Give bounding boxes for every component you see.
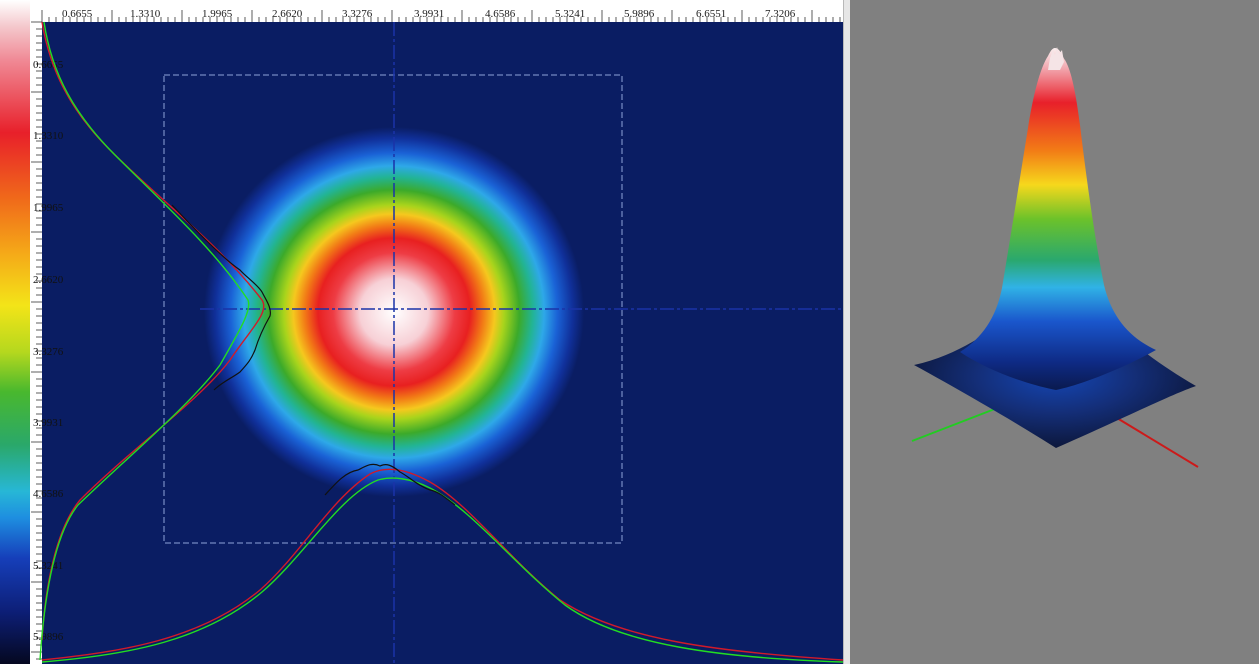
colorbar-label: 1.9965 (33, 202, 64, 214)
top-ruler-label: 6.6551 (696, 8, 726, 20)
colorbar-label: 3.9931 (33, 417, 63, 429)
beam-intensity-image[interactable] (42, 22, 843, 664)
vertical-profile-measured (171, 204, 271, 391)
vertical-profile-red (41, 21, 265, 641)
x-axis-line (1111, 414, 1199, 468)
roi-box[interactable] (163, 74, 623, 544)
vertical-profile-fit (39, 21, 250, 661)
colorbar-label: 1.3310 (33, 130, 64, 142)
top-ruler-label: 0.6655 (62, 8, 93, 20)
horizontal-profile-measured (324, 463, 456, 506)
top-ruler-ticks (41, 10, 841, 22)
top-ruler-label: 4.6586 (485, 8, 516, 20)
top-ruler-label: 7.3206 (765, 8, 796, 20)
horizontal-profile-fit (41, 477, 843, 663)
top-ruler-label: 3.3276 (342, 8, 373, 20)
beam-overlay: 0.6655 1.3310 1.9965 2.6620 3.3276 3.993… (31, 8, 843, 664)
left-ruler-ticks (31, 21, 42, 660)
colorbar-label: 5.9896 (33, 631, 64, 643)
view-divider[interactable] (843, 0, 850, 664)
colorbar-label: 0.6655 (33, 59, 64, 71)
intensity-colorbar (0, 0, 30, 664)
top-ruler-label: 1.3310 (130, 8, 161, 20)
colorbar-label: 2.6620 (33, 274, 64, 286)
colorbar-label: 4.6586 (33, 488, 64, 500)
top-ruler-labels: 0.6655 1.3310 1.9965 2.6620 3.3276 3.993… (62, 8, 796, 20)
y-axis-line (911, 404, 1006, 442)
beam-3d-peak (960, 48, 1156, 390)
colorbar-label: 5.3241 (33, 560, 63, 572)
beam-2d-view[interactable]: 0.6655 1.3310 1.9965 2.6620 3.3276 3.993… (0, 0, 843, 664)
top-ruler-label: 3.9931 (414, 8, 444, 20)
beam-3d-render (911, 47, 1199, 468)
beam-3d-view[interactable] (850, 0, 1259, 664)
top-ruler-label: 2.6620 (272, 8, 303, 20)
colorbar-labels: 0.6655 1.3310 1.9965 2.6620 3.3276 3.993… (33, 59, 64, 643)
colorbar-label: 3.3276 (33, 346, 64, 358)
horizontal-profile-red (41, 468, 843, 661)
top-ruler-label: 5.3241 (555, 8, 585, 20)
top-ruler-label: 1.9965 (202, 8, 233, 20)
top-ruler-label: 5.9896 (624, 8, 655, 20)
beam-3d-peak-tip (1048, 47, 1064, 70)
